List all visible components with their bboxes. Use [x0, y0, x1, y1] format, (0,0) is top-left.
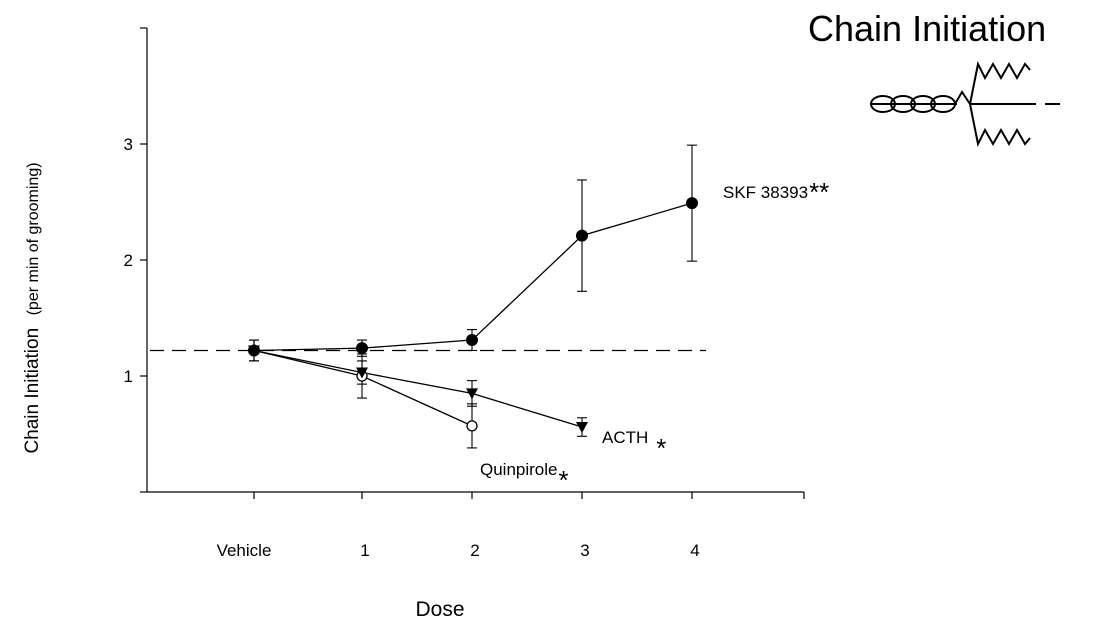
x-tick-label: Vehicle	[217, 541, 272, 560]
x-axis-title: Dose	[415, 598, 464, 621]
skf-38393-label: SKF 38393**	[723, 177, 829, 207]
y-tick-label: 2	[124, 251, 133, 270]
skf-38393-point	[686, 197, 698, 210]
y-axis-title-sub: (per min of grooming)	[25, 162, 42, 315]
acth-point	[576, 422, 588, 434]
x-tick-label: 3	[580, 541, 589, 560]
acth-significance-mark: *	[656, 433, 666, 463]
quinpirole-point	[466, 420, 478, 432]
acth-label-name: ACTH	[602, 428, 648, 447]
skf-38393-point	[248, 344, 260, 357]
quinpirole-label-name: Quinpirole	[480, 460, 558, 479]
skf-38393-line	[253, 202, 693, 352]
quinpirole-significance-mark: *	[559, 465, 569, 495]
skf-38393-label-name: SKF 38393	[723, 183, 808, 202]
skf-38393-point	[466, 334, 478, 347]
y-tick-label: 3	[124, 135, 133, 154]
y-axis-title-main: Chain Initiation	[22, 328, 43, 454]
diagram-lower-branch	[969, 103, 1031, 148]
y-tick-label: 1	[124, 367, 133, 386]
skf-38393-point	[356, 342, 368, 355]
x-tick-label: 4	[690, 541, 699, 560]
skf-38393-significance-mark: **	[809, 177, 829, 207]
diagram-upper-branch	[969, 60, 1031, 105]
x-tick-label: 2	[470, 541, 479, 560]
skf-38393-point	[576, 229, 588, 242]
y-axis-title: Chain Initiation (per min of grooming)	[22, 162, 43, 453]
chain-initiation-diagram	[870, 60, 1060, 148]
quinpirole-line	[253, 349, 473, 427]
diagram-initiation-spike	[954, 90, 971, 105]
acth-point	[356, 367, 368, 379]
quinpirole-label: Quinpirole*	[480, 460, 569, 495]
acth-line	[253, 349, 583, 428]
acth-label: ACTH *	[602, 428, 666, 463]
figure-title: Chain Initiation	[808, 8, 1047, 49]
x-tick-label: 1	[360, 541, 369, 560]
acth-point	[466, 388, 478, 400]
